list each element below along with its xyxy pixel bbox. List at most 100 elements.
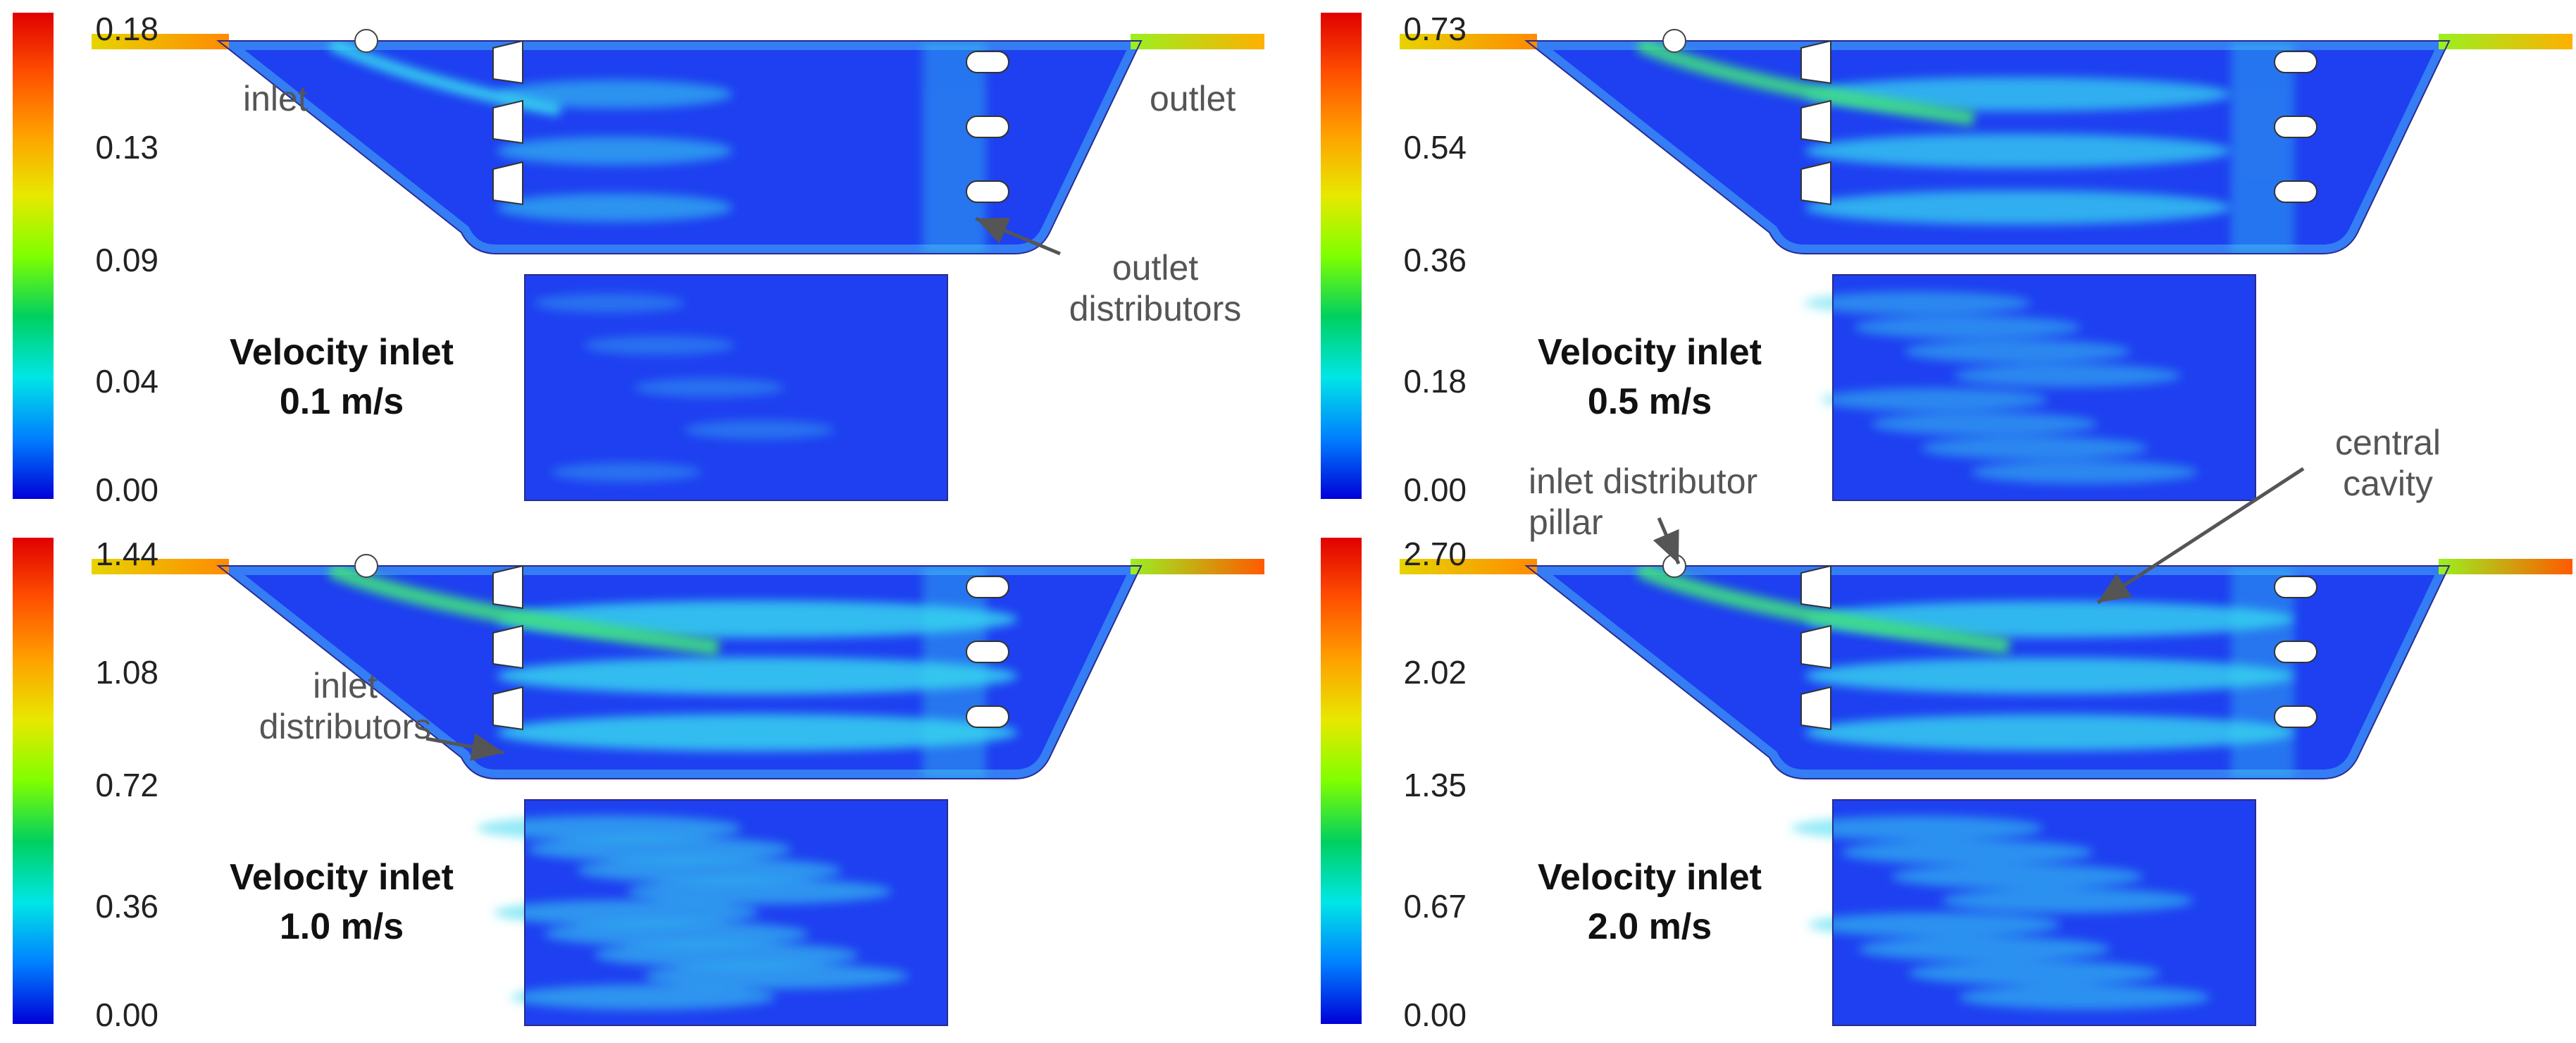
jet [497,657,1018,695]
central-cavity-label: central cavity [2317,423,2458,504]
outlet-distributor [966,180,1009,203]
outlet-streak [2231,567,2294,779]
outlet-distributor [2274,116,2317,138]
flow-field-2 [13,538,1264,1026]
inlet-distributor [492,624,523,669]
streak [1908,961,2160,986]
streak [1871,412,2098,436]
jet [1805,714,2294,751]
cross-section-outline [1832,274,2256,501]
colorbar-tick: 0.09 [95,242,158,278]
inlet-distributor [492,686,523,731]
colorbar-tick: 0.73 [1403,11,1467,47]
streak [1841,839,2093,865]
outlet-distributor [2274,180,2317,203]
channel-body [218,41,1141,254]
velocity-value: 2.0 m/s [1587,906,1712,948]
inlet-distributor [492,39,523,85]
colorbar-tick: 2.02 [1403,654,1467,691]
velocity-title: Velocity inlet [230,857,454,898]
colorbar-tick: 0.00 [1403,996,1467,1033]
velocity-label: Velocity inlet 1.0 m/s [222,853,461,951]
panel-1: 0.73 0.54 0.36 0.18 0.00 Velocity inlet … [1308,0,2576,518]
outlet-distributor [966,705,1009,728]
jet [497,714,1018,751]
flow-field-3 [1321,538,2572,1026]
inlet-distributor [1800,564,1831,610]
cross-section-streaks [1804,291,2198,484]
colorbar-tick: 0.67 [1403,888,1467,925]
colorbar-tick: 1.44 [95,536,158,572]
outlet-distributor [2274,51,2317,73]
colorbar-tick: 0.18 [95,11,158,47]
panel-2: 1.44 1.08 0.72 0.36 0.00 Velocity inlet … [0,525,1268,1043]
streak [627,879,892,904]
inlet-distributors-line1: inlet [313,666,378,705]
streak [1904,340,2131,364]
outlet-distributors-line1: outlet [1112,248,1199,288]
streak [577,858,842,883]
colorbar-tick: 0.54 [1403,129,1467,166]
inlet-jet [328,566,720,656]
colorbar [13,538,54,1024]
colorbar-tick: 0.13 [95,129,158,166]
streak [1858,936,2110,961]
velocity-label: Velocity inlet 0.5 m/s [1530,328,1769,426]
panel-3: 2.70 2.02 1.35 0.67 0.00 Velocity inlet … [1308,525,2576,1043]
inlet-jet [328,41,561,116]
streak [1971,460,2198,484]
pillar-line2: pillar [1529,502,1603,542]
inlet-distributor [492,99,523,144]
channel-outline [216,565,1143,779]
streak [1921,436,2148,460]
streak [511,985,776,1010]
inlet-distributor [1800,39,1831,85]
outlet-distributor [2274,705,2317,728]
streak [477,815,742,841]
velocity-value: 1.0 m/s [279,906,404,948]
inlet-pillar [1662,554,1686,578]
outlet-streak [2231,42,2294,254]
outlet-distributors-label: outlet distributors [1050,248,1261,329]
streak [494,900,759,925]
outlet-distributors-line2: distributors [1069,288,1242,328]
pillar-line1: inlet distributor [1529,462,1758,501]
central-cavity-line2: cavity [2343,463,2433,503]
channel-outline [1524,40,2451,254]
streak [1808,912,2060,937]
cross-section-outline [524,274,948,501]
jet [497,80,733,109]
jet [497,136,733,166]
inlet-pipe [92,34,229,49]
inlet-pipe [92,559,229,574]
streak [684,420,835,440]
flow-field-0 [13,13,1264,501]
channel-body [1526,566,2449,779]
inlet-pillar [354,554,378,578]
inlet-pipe [1400,34,1537,49]
inlet-pipe [1400,559,1537,574]
outlet-streak [923,567,986,779]
streak [1891,864,2143,889]
outlet-distributor [966,51,1009,73]
cross-section-streaks [477,815,909,1010]
inlet-pillar [354,29,378,53]
colorbar-tick: 0.72 [95,767,158,803]
inlet-distributor [1800,99,1831,144]
colorbar [1321,538,1362,1024]
jet [1805,190,2231,225]
central-cavity-line1: central [2334,423,2441,462]
colorbar-tick: 1.35 [1403,767,1467,803]
colorbar-tick: 0.18 [1403,363,1467,400]
streak [634,378,785,397]
inlet-distributor [492,564,523,610]
velocity-title: Velocity inlet [1538,332,1762,373]
colorbar-tick: 0.00 [1403,471,1467,508]
inlet-jet [1636,566,2010,655]
velocity-label: Velocity inlet 0.1 m/s [222,328,461,426]
cross-section-streaks [1791,815,2210,1010]
colorbar-tick: 1.08 [95,654,158,691]
outlet-distributor [966,641,1009,663]
inlet-pillar [1662,29,1686,53]
velocity-label: Velocity inlet 2.0 m/s [1530,853,1769,951]
